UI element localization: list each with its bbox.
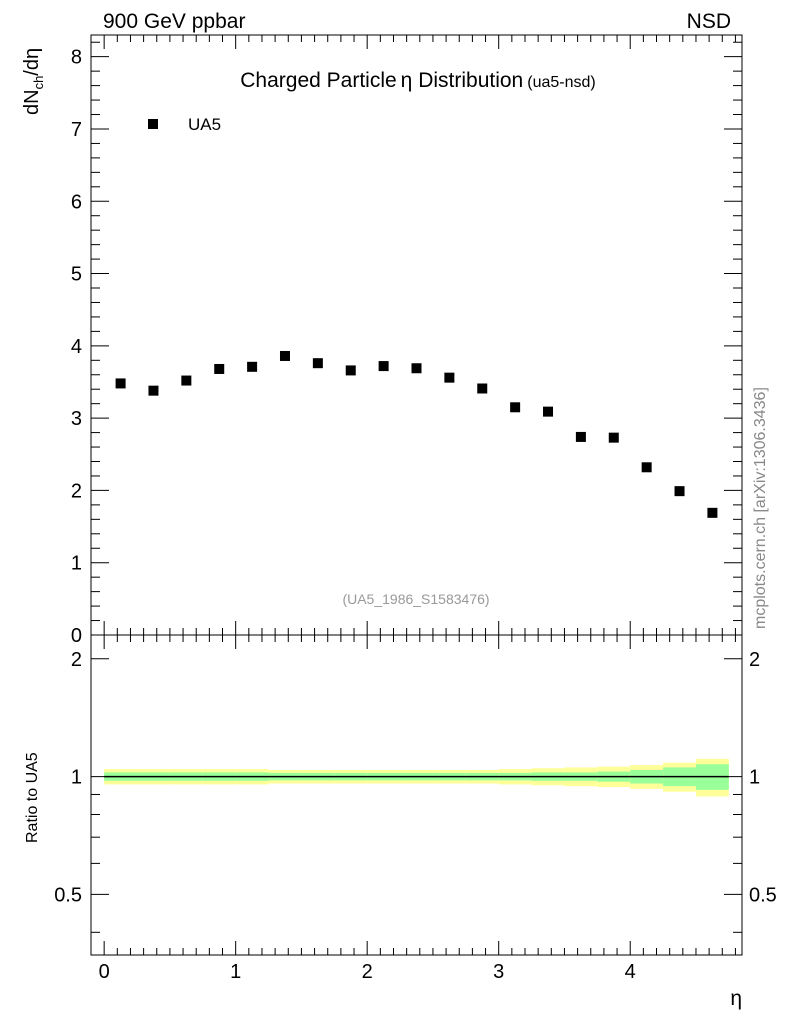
main-ylabel-base: dN [21, 89, 43, 115]
main-ytick-label: 0 [71, 625, 82, 647]
chart-title-tag: (ua5-nsd) [527, 74, 595, 91]
data-point [674, 486, 685, 497]
ratio-ytick-label-right: 1 [749, 767, 760, 789]
main-ylabel-rest: /dη [21, 48, 43, 76]
main-ytick-label: 7 [71, 119, 82, 141]
ratio-panel-axes: 0.5 0.5 1 1 2 2 0 1 2 3 4 [54, 635, 777, 983]
ratio-panel-bands [104, 758, 729, 797]
data-point [477, 383, 488, 394]
data-point [345, 365, 356, 376]
main-ylabel: dNch/dη [21, 48, 46, 115]
header-right-label: NSD [687, 10, 731, 33]
data-point [411, 363, 422, 374]
ratio-xtick-label: 1 [230, 961, 241, 983]
ratio-xtick-label: 0 [99, 961, 110, 983]
reference-id-label: (UA5_1986_S1583476) [342, 591, 489, 607]
main-ytick-label: 5 [71, 264, 82, 286]
legend-marker-ua5 [148, 119, 158, 129]
ratio-ytick-label-right: 2 [749, 649, 760, 671]
data-point [214, 363, 225, 374]
ratio-ytick-label-left: 2 [71, 649, 82, 671]
data-point [312, 358, 323, 369]
ratio-panel-frame [90, 634, 743, 956]
watermark-label: mcplots.cern.ch [arXiv:1306.3436] [752, 387, 769, 629]
ratio-xtick-label: 2 [362, 961, 373, 983]
data-point [181, 375, 192, 386]
main-ytick-label: 1 [71, 553, 82, 575]
data-point [444, 372, 455, 383]
chart-title-main: Charged Particle [240, 69, 396, 92]
main-ytick-label: 2 [71, 480, 82, 502]
data-point [378, 361, 389, 372]
data-point [115, 378, 126, 389]
data-point [575, 431, 586, 442]
chart-title-suffix: Distribution [412, 69, 523, 92]
chart-title-symbol: η [401, 69, 413, 92]
data-point [148, 385, 159, 396]
ratio-xlabel: η [730, 987, 742, 1010]
ratio-ytick-label-left: 0.5 [54, 884, 82, 906]
header-left-label: 900 GeV ppbar [103, 10, 245, 33]
ratio-xtick-label: 3 [493, 961, 504, 983]
main-panel-points [115, 350, 718, 518]
chart-title: Charged Particle η Distribution (ua5-nsd) [240, 69, 595, 92]
data-point [247, 361, 258, 372]
data-point [641, 462, 652, 473]
main-ytick-label: 8 [71, 47, 82, 69]
data-point [279, 350, 290, 361]
ratio-ytick-label-left: 1 [71, 767, 82, 789]
main-ytick-label: 3 [71, 408, 82, 430]
main-panel-axes: 0 1 2 3 4 5 6 7 8 [71, 35, 742, 647]
main-ytick-label: 4 [71, 336, 82, 358]
data-point [510, 402, 521, 413]
main-ytick-label: 6 [71, 191, 82, 213]
data-point [543, 406, 554, 417]
main-ylabel-sub: ch [31, 76, 46, 90]
data-point [707, 507, 718, 518]
legend-label-ua5: UA5 [188, 115, 221, 134]
ratio-ytick-label-right: 0.5 [749, 884, 777, 906]
ratio-ylabel: Ratio to UA5 [24, 752, 41, 843]
data-point [608, 432, 619, 443]
ratio-xtick-label: 4 [625, 961, 636, 983]
